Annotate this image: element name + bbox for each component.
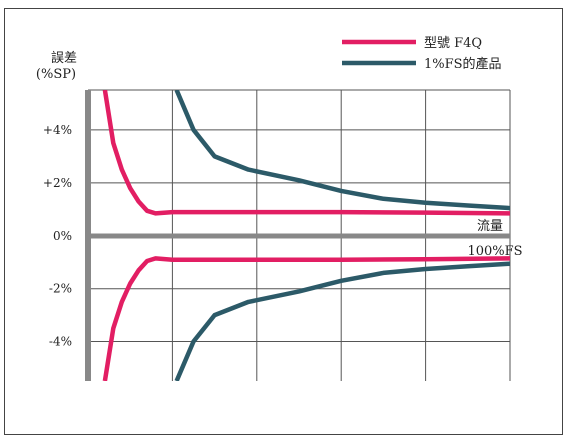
x-axis-end-label: 100%FS: [467, 244, 522, 259]
y-tick-label-3: -2%: [49, 282, 72, 296]
y-tick-label-0: +4%: [43, 123, 72, 137]
legend-label-1fs: 1%FS的產品: [424, 56, 502, 72]
outer-border: [4, 8, 563, 435]
y-tick-labels: +4% +2% 0% -2% -4%: [43, 123, 72, 349]
y-axis-unit: (%SP): [36, 67, 76, 82]
legend-label-f4q: 型號 F4Q: [424, 36, 482, 51]
y-tick-label-4: -4%: [49, 334, 72, 348]
y-tick-label-2: 0%: [53, 229, 72, 243]
series-1-lower-line: [174, 261, 510, 381]
y-axis-title: 誤差: [51, 50, 77, 66]
grid: [85, 89, 511, 381]
x-axis-title: 流量: [477, 219, 503, 234]
series-1-upper-line: [174, 90, 510, 211]
y-tick-label-1: +2%: [43, 176, 72, 190]
series-group: [102, 90, 510, 381]
series-0-upper-line: [102, 90, 510, 216]
legend: 型號 F4Q 1%FS的產品: [342, 36, 502, 72]
series-0-lower-line: [102, 256, 510, 381]
